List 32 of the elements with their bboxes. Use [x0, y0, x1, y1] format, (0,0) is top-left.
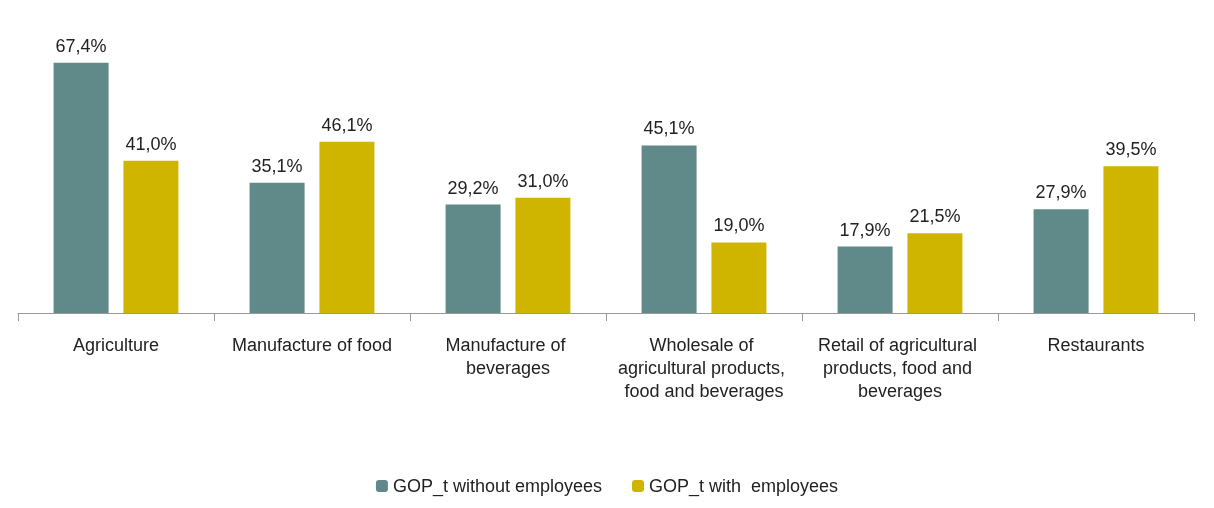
legend-label: GOP_t without employees	[392, 476, 603, 497]
bar	[711, 242, 767, 313]
bar	[641, 145, 697, 313]
data-label: 29,2%	[447, 177, 499, 198]
data-label: 19,0%	[713, 215, 765, 236]
bar	[123, 160, 179, 313]
bar	[445, 204, 501, 313]
x-tick-label: Wholesale of agricultural products, food and beverages	[617, 334, 791, 401]
bar	[1103, 166, 1159, 313]
legend-label: GOP_t with employees	[649, 476, 839, 497]
data-label: 17,9%	[839, 219, 891, 240]
data-label: 45,1%	[643, 118, 695, 139]
data-label: 46,1%	[321, 114, 373, 135]
x-tick-label: Retail of agricultural products, food and beverages	[817, 334, 983, 401]
bar	[907, 233, 963, 313]
data-label: 21,5%	[909, 206, 961, 227]
data-label: 27,9%	[1035, 182, 1087, 203]
bar	[837, 246, 893, 313]
bar	[515, 197, 571, 313]
x-tick-label: Restaurants	[1047, 334, 1145, 355]
x-tick-label: Manufacture of beverages	[445, 334, 571, 378]
x-tick-label: Manufacture of food	[231, 334, 393, 355]
data-label: 41,0%	[125, 133, 177, 154]
bar	[53, 62, 109, 313]
data-label: 31,0%	[517, 170, 569, 191]
data-label: 67,4%	[55, 35, 107, 56]
bar	[1033, 209, 1089, 313]
data-label: 35,1%	[251, 155, 303, 176]
data-label: 39,5%	[1105, 139, 1157, 160]
x-tick-label: Agriculture	[72, 334, 160, 355]
bar	[319, 141, 375, 313]
bar	[249, 182, 305, 313]
